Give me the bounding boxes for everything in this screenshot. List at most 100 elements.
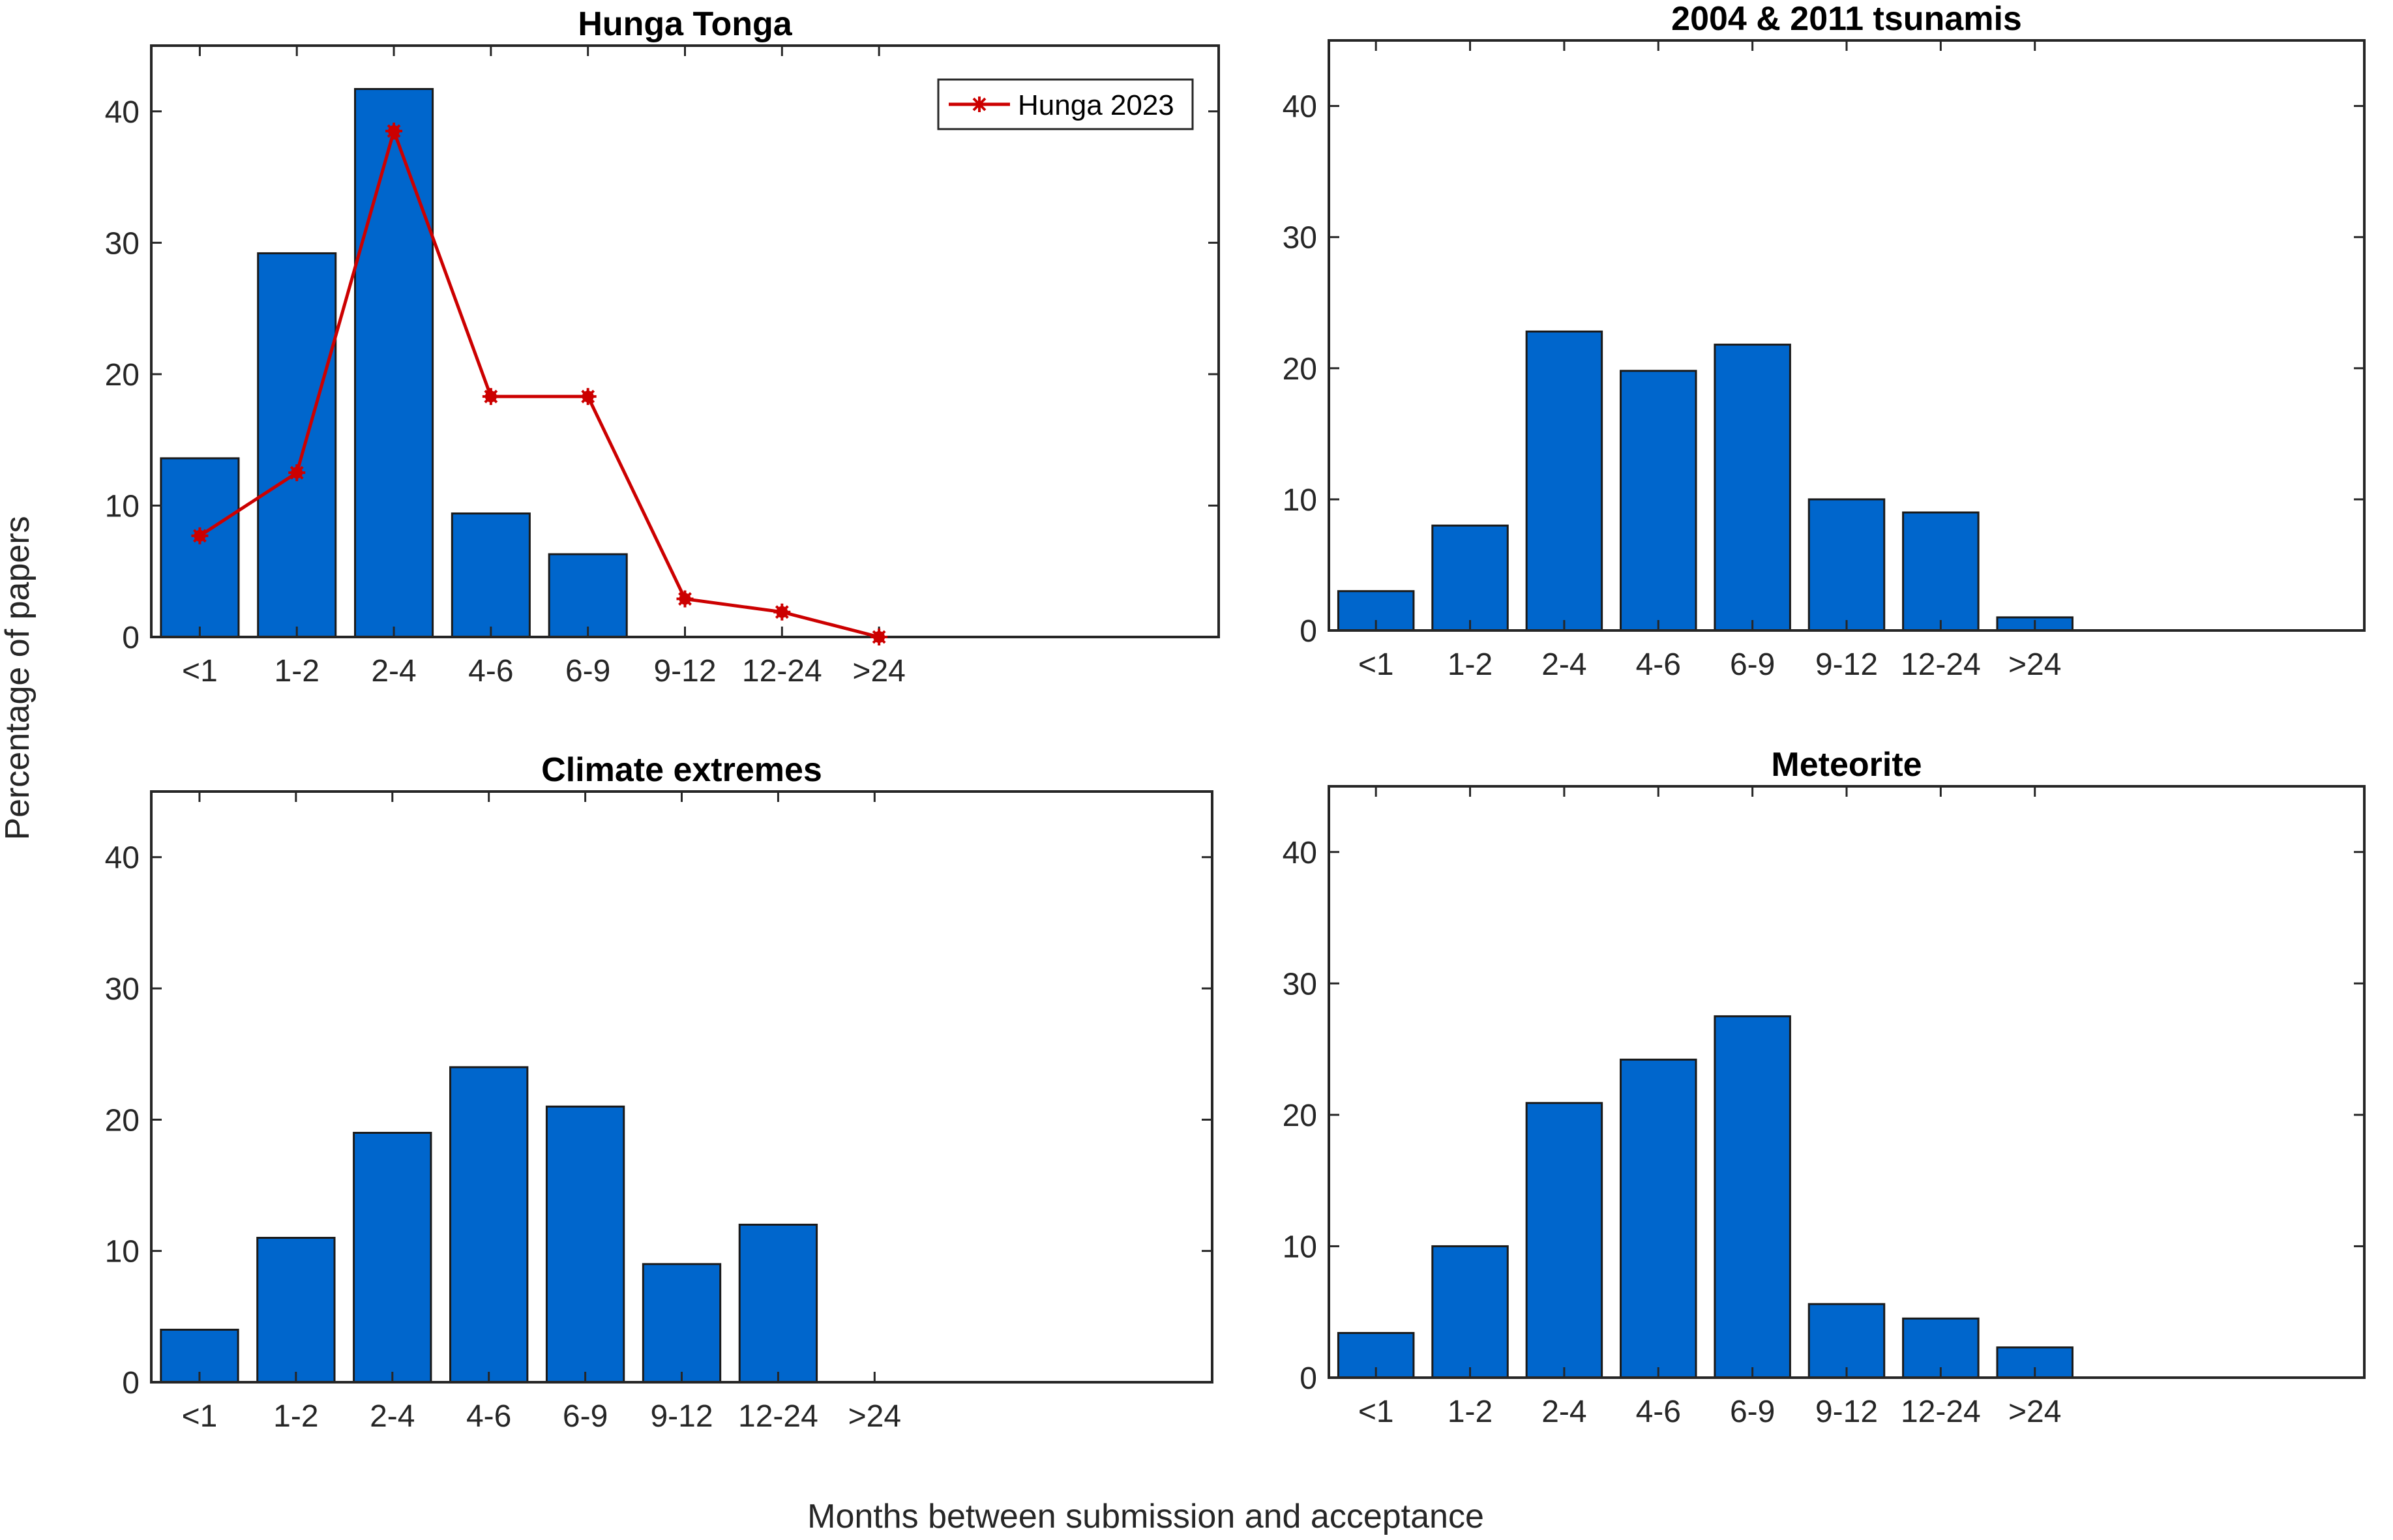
bar — [1431, 1245, 1509, 1379]
x-tick-label: 4-6 — [468, 654, 513, 689]
series-point — [288, 464, 306, 482]
bar — [1525, 330, 1603, 632]
y-tick-label: 0 — [122, 1366, 140, 1400]
panel-title: 2004 & 2011 tsunamis — [1671, 0, 2022, 38]
bar — [1807, 1303, 1886, 1379]
panel-2: 2004 & 2011 tsunamis 0 10 20 30 40 <1 1-2 2-4 4-6… — [1283, 0, 2366, 682]
y-tick-label: 40 — [1283, 90, 1317, 125]
point-star — [484, 389, 498, 404]
series-point — [676, 590, 694, 608]
x-tick-label: 9-12 — [653, 654, 716, 689]
point-star — [290, 466, 304, 480]
x-tick-label: >24 — [848, 1399, 901, 1434]
bar — [256, 1237, 336, 1384]
series-point — [385, 123, 403, 140]
bar — [449, 1066, 529, 1384]
bar — [354, 88, 434, 638]
x-tick-label: 1-2 — [1448, 1395, 1493, 1429]
chart-panels: Hunga Tonga 0 10 20 30 40 <1 1-2 2-4 4-6 6-9 9-12 12… — [105, 0, 2366, 1434]
bar — [1431, 524, 1509, 632]
y-tick-label: 20 — [1283, 352, 1317, 387]
bar — [257, 252, 337, 638]
point-star — [775, 605, 789, 619]
y-tick-label: 10 — [105, 489, 140, 524]
y-tick-label: 20 — [105, 358, 140, 392]
x-tick-label: 9-12 — [1815, 1395, 1878, 1429]
bar — [1525, 1102, 1603, 1379]
bar — [160, 457, 240, 638]
panel-title: Hunga Tonga — [578, 5, 792, 43]
bar — [642, 1263, 722, 1384]
x-tick-label: 4-6 — [1636, 1395, 1681, 1429]
bar — [353, 1131, 432, 1384]
x-tick-label: 12-24 — [742, 654, 822, 689]
bar — [738, 1223, 818, 1384]
y-tick-label: 30 — [1283, 221, 1317, 256]
bar — [451, 512, 531, 638]
x-tick-label: >24 — [852, 654, 905, 689]
series-point — [773, 603, 791, 621]
panel-title: Climate extremes — [541, 751, 822, 789]
bar — [1714, 344, 1791, 632]
x-tick-label: 6-9 — [1730, 1395, 1775, 1429]
bar — [1620, 1058, 1697, 1379]
x-tick-label: 6-9 — [1730, 647, 1775, 682]
bar — [1714, 1015, 1791, 1379]
legend-label: Hunga 2023 — [1018, 89, 1174, 121]
y-tick-label: 30 — [1283, 967, 1317, 1001]
x-tick-label: 2-4 — [1541, 1395, 1586, 1429]
x-tick-label: 1-2 — [1448, 647, 1493, 682]
x-axis-label: Months between submission and acceptance — [807, 1498, 1484, 1535]
y-tick-label: 40 — [1283, 836, 1317, 870]
x-tick-label: 2-4 — [371, 654, 416, 689]
series-point — [870, 629, 888, 645]
point-star — [387, 124, 401, 138]
y-tick-label: 0 — [122, 621, 140, 655]
point-star — [192, 529, 207, 543]
legend: Hunga 2023 — [937, 78, 1194, 130]
x-tick-label: <1 — [1358, 1395, 1394, 1429]
y-tick-label: 20 — [105, 1103, 140, 1138]
x-tick-label: 1-2 — [273, 1399, 318, 1434]
point-star — [678, 592, 692, 606]
x-tick-label: 9-12 — [650, 1399, 713, 1434]
point-star — [581, 389, 595, 404]
x-tick-label: 1-2 — [275, 654, 320, 689]
x-tick-label: 6-9 — [563, 1399, 608, 1434]
x-tick-label: 12-24 — [1901, 647, 1981, 682]
panel-1: Hunga Tonga 0 10 20 30 40 <1 1-2 2-4 4-6 6-9 9-12 12… — [105, 5, 1220, 689]
bar — [1807, 498, 1886, 632]
series-point — [191, 527, 209, 544]
series-line — [199, 125, 880, 639]
series-point — [482, 388, 499, 406]
y-tick-label: 0 — [1300, 614, 1317, 649]
bar — [548, 553, 628, 638]
y-tick-label: 20 — [1283, 1099, 1317, 1133]
x-tick-label: <1 — [1358, 647, 1394, 682]
y-tick-label: 10 — [1283, 1230, 1317, 1264]
x-tick-label: 4-6 — [466, 1399, 511, 1434]
y-tick-label: 30 — [105, 226, 140, 261]
bar — [545, 1105, 625, 1384]
y-tick-label: 0 — [1300, 1361, 1317, 1396]
y-tick-label: 40 — [105, 841, 140, 876]
x-tick-label: 9-12 — [1815, 647, 1878, 682]
y-tick-label: 10 — [1283, 483, 1317, 518]
y-axis-label: Percentage of papers — [0, 516, 37, 840]
x-tick-label: 4-6 — [1636, 647, 1681, 682]
x-tick-label: 12-24 — [1901, 1395, 1981, 1429]
x-tick-label: 12-24 — [738, 1399, 818, 1434]
series-point — [579, 388, 597, 406]
x-tick-label: >24 — [2008, 1395, 2061, 1429]
x-tick-label: 2-4 — [370, 1399, 415, 1434]
panel-3: Climate extremes 0 10 20 30 40 <1 1-2 2-4 4-6 6-9 9… — [105, 751, 1213, 1434]
y-tick-label: 30 — [105, 972, 140, 1007]
x-tick-label: <1 — [182, 1399, 218, 1434]
bar — [1902, 511, 1980, 632]
y-tick-label: 10 — [105, 1235, 140, 1269]
point-star — [872, 630, 886, 644]
x-tick-label: <1 — [182, 654, 218, 689]
x-tick-label: 6-9 — [565, 654, 610, 689]
y-tick-label: 40 — [105, 95, 140, 130]
